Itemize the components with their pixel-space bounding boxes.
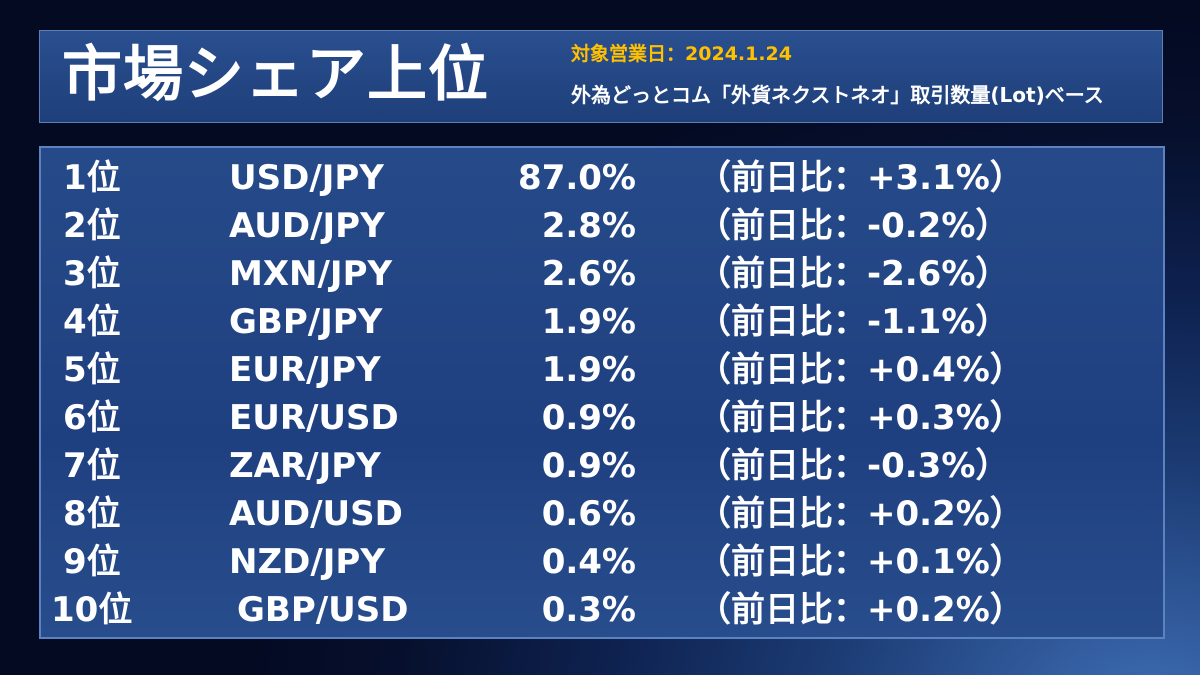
daily-change: （前日比：-0.3%） <box>697 446 1010 486</box>
currency-pair: EUR/USD <box>229 398 399 438</box>
currency-pair: USD/JPY <box>229 158 384 198</box>
ranking-row: 9位 NZD/JPY 0.4% （前日比：+0.1%） <box>41 538 1163 586</box>
daily-change: （前日比：-1.1%） <box>697 302 1010 342</box>
daily-change: （前日比：-2.6%） <box>697 254 1010 294</box>
daily-change: （前日比：+0.1%） <box>697 542 1024 582</box>
market-share: 0.9% <box>541 446 636 486</box>
rank-label: 9位 <box>63 542 121 582</box>
page-title: 市場シェア上位 <box>62 40 489 110</box>
market-share: 0.3% <box>541 590 636 630</box>
rank-label: 10位 <box>51 590 133 630</box>
market-share: 2.6% <box>541 254 636 294</box>
rank-label: 2位 <box>63 206 121 246</box>
ranking-row: 5位 EUR/JPY 1.9% （前日比：+0.4%） <box>41 346 1163 394</box>
rank-label: 4位 <box>63 302 121 342</box>
daily-change: （前日比：+0.3%） <box>697 398 1024 438</box>
rank-label: 7位 <box>63 446 121 486</box>
currency-pair: AUD/USD <box>229 494 403 534</box>
daily-change: （前日比：-0.2%） <box>697 206 1010 246</box>
data-source-note: 外為どっとコム「外貨ネクストネオ」取引数量(Lot)ベース <box>571 83 1104 107</box>
currency-pair: GBP/USD <box>237 590 409 630</box>
currency-pair: EUR/JPY <box>229 350 381 390</box>
ranking-row: 1位 USD/JPY 87.0% （前日比：+3.1%） <box>41 154 1163 202</box>
ranking-row: 7位 ZAR/JPY 0.9% （前日比：-0.3%） <box>41 442 1163 490</box>
market-share: 87.0% <box>518 158 636 198</box>
market-share: 2.8% <box>541 206 636 246</box>
currency-pair: GBP/JPY <box>229 302 383 342</box>
rank-label: 6位 <box>63 398 121 438</box>
rank-label: 8位 <box>63 494 121 534</box>
market-share: 0.9% <box>541 398 636 438</box>
header-panel: 市場シェア上位 対象営業日：2024.1.24 外為どっとコム「外貨ネクストネオ… <box>39 30 1163 123</box>
ranking-row: 8位 AUD/USD 0.6% （前日比：+0.2%） <box>41 490 1163 538</box>
market-share: 1.9% <box>541 302 636 342</box>
currency-pair: AUD/JPY <box>229 206 385 246</box>
currency-pair: MXN/JPY <box>229 254 393 294</box>
currency-pair: NZD/JPY <box>229 542 385 582</box>
rank-label: 1位 <box>63 158 121 198</box>
market-share: 0.4% <box>541 542 636 582</box>
ranking-table: 1位 USD/JPY 87.0% （前日比：+3.1%） 2位 AUD/JPY … <box>39 146 1165 639</box>
ranking-row: 3位 MXN/JPY 2.6% （前日比：-2.6%） <box>41 250 1163 298</box>
rank-label: 5位 <box>63 350 121 390</box>
currency-pair: ZAR/JPY <box>229 446 381 486</box>
ranking-row: 6位 EUR/USD 0.9% （前日比：+0.3%） <box>41 394 1163 442</box>
ranking-row: 2位 AUD/JPY 2.8% （前日比：-0.2%） <box>41 202 1163 250</box>
market-share: 0.6% <box>541 494 636 534</box>
daily-change: （前日比：+0.2%） <box>697 494 1024 534</box>
business-date: 対象営業日：2024.1.24 <box>571 43 792 65</box>
daily-change: （前日比：+0.4%） <box>697 350 1024 390</box>
ranking-row: 4位 GBP/JPY 1.9% （前日比：-1.1%） <box>41 298 1163 346</box>
daily-change: （前日比：+0.2%） <box>697 590 1024 630</box>
daily-change: （前日比：+3.1%） <box>697 158 1024 198</box>
ranking-row: 10位 GBP/USD 0.3% （前日比：+0.2%） <box>41 586 1163 634</box>
rank-label: 3位 <box>63 254 121 294</box>
market-share: 1.9% <box>541 350 636 390</box>
